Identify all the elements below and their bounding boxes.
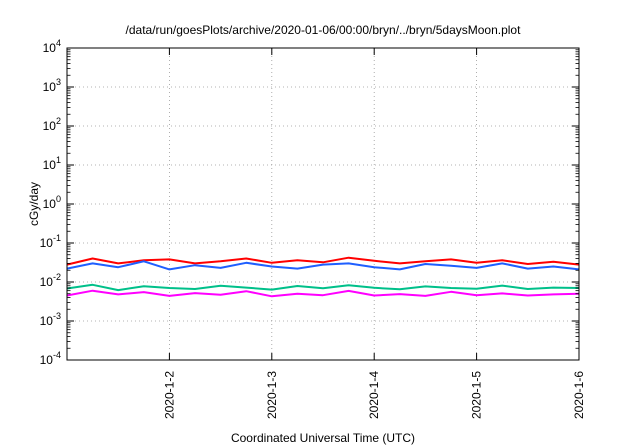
chart-title: /data/run/goesPlots/archive/2020-01-06/0… (126, 23, 522, 37)
series-line-3 (66, 283, 580, 292)
grid (67, 48, 579, 360)
x-tick-label: 2020-1-5 (470, 371, 484, 419)
y-tick-label: 10-2 (40, 272, 61, 289)
y-tick-label: 100 (43, 194, 61, 211)
y-tick-label: 103 (43, 77, 61, 94)
y-axis-label: cGy/day (27, 182, 41, 226)
y-tick-label: 101 (43, 155, 61, 172)
series-line-4 (66, 289, 580, 298)
y-tick-label: 10-4 (40, 350, 61, 367)
x-tick-label: 2020-1-2 (162, 371, 176, 419)
y-tick-label: 104 (43, 38, 61, 55)
y-tick-label: 102 (43, 116, 61, 133)
x-tick-label: 2020-1-4 (367, 371, 381, 419)
series-group (66, 256, 580, 298)
y-tick-label: 10-3 (40, 311, 61, 328)
y-tick-label: 10-1 (40, 233, 61, 250)
series-line-2 (66, 260, 580, 271)
x-axis-label: Coordinated Universal Time (UTC) (231, 431, 415, 445)
x-tick-label: 2020-1-6 (572, 371, 586, 419)
plot-frame (66, 47, 580, 361)
x-tick-label: 2020-1-3 (265, 371, 279, 419)
ticks: 104 103 102 101 100 10-1 10-2 10-3 10-4 2020-1-2 2… (40, 38, 586, 419)
series-line-1 (66, 256, 580, 266)
